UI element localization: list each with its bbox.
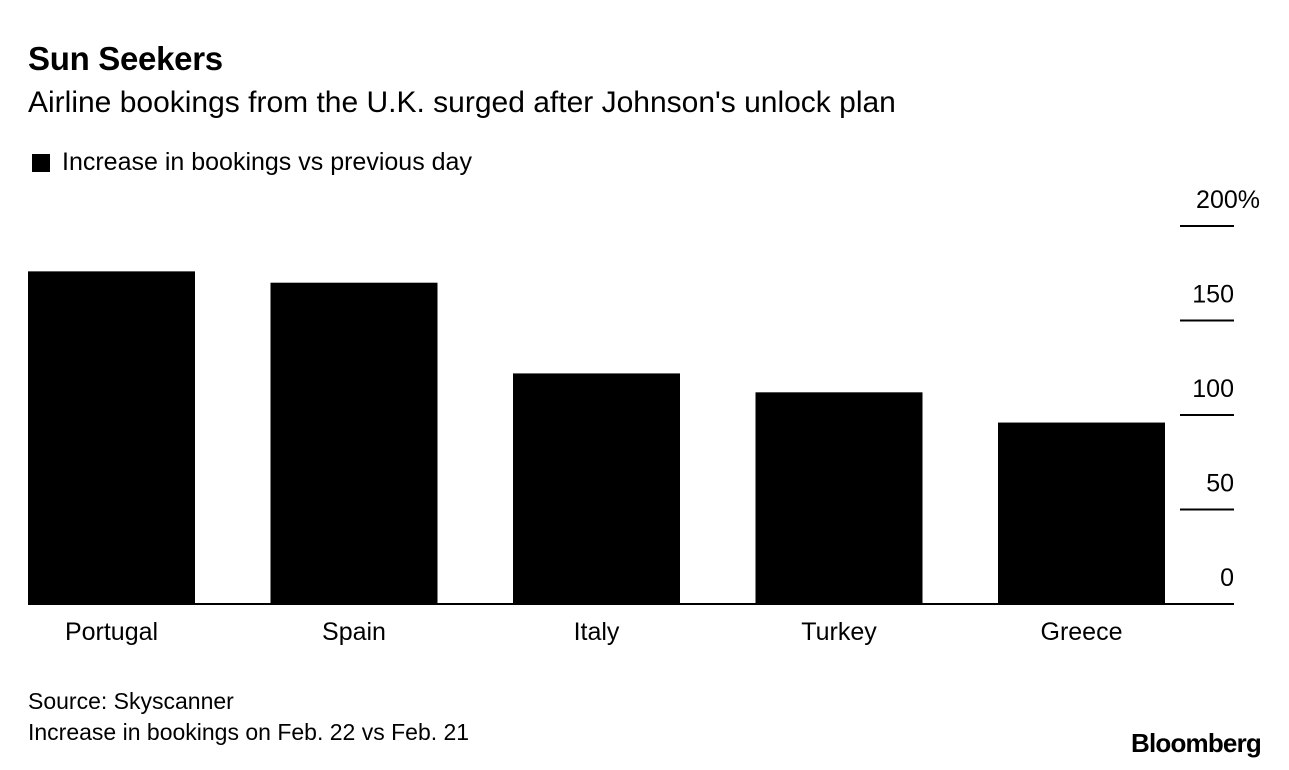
chart-title: Sun Seekers: [28, 40, 223, 77]
source-text: Source: Skyscanner: [28, 688, 234, 714]
bar-italy: [513, 373, 680, 604]
y-tick-label: 50: [1206, 470, 1234, 498]
y-tick-label: 0: [1220, 564, 1234, 592]
x-tick-label: Italy: [574, 618, 620, 646]
bar-turkey: [755, 392, 923, 604]
y-tick-label: 150: [1192, 281, 1234, 309]
chart-subtitle: Airline bookings from the U.K. surged af…: [28, 86, 896, 119]
bar-spain: [270, 282, 438, 604]
bloomberg-logo: Bloomberg: [1130, 728, 1262, 758]
x-tick-label: Greece: [1041, 618, 1123, 646]
legend: Increase in bookings vs previous day: [32, 148, 472, 177]
x-tick-label: Portugal: [65, 618, 158, 646]
y-tick-label: 100: [1192, 375, 1234, 403]
x-tick-label: Turkey: [801, 618, 877, 646]
footnote-text: Increase in bookings on Feb. 22 vs Feb. …: [28, 719, 470, 745]
bar-portugal: [28, 271, 195, 604]
legend-swatch: [32, 153, 50, 172]
source-note: Source: Skyscanner Increase in bookings …: [28, 686, 469, 748]
x-tick-label: Spain: [322, 618, 386, 646]
bar-greece: [998, 422, 1165, 604]
legend-label: Increase in bookings vs previous day: [62, 148, 472, 176]
y-tick-label: 200%: [1196, 186, 1260, 214]
